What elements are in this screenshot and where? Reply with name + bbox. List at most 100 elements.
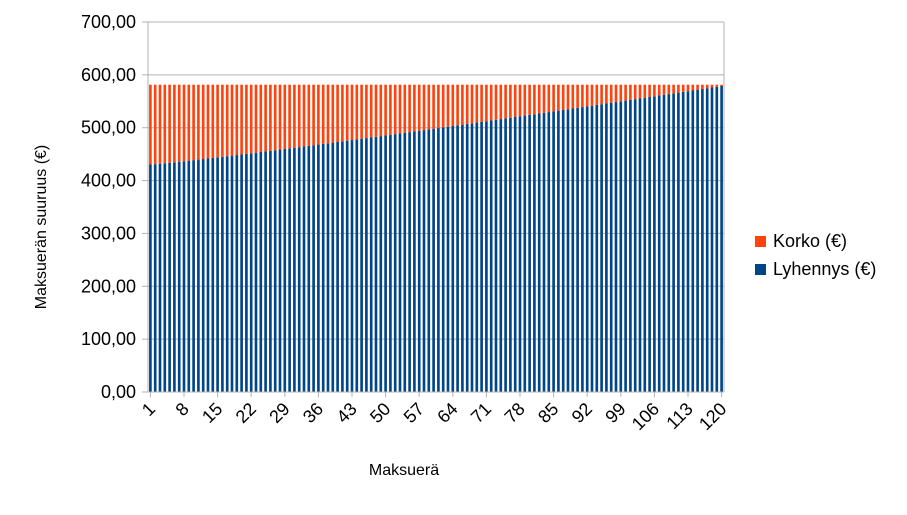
bar-korko xyxy=(480,84,483,122)
bar-korko xyxy=(398,84,402,134)
bar-korko xyxy=(648,84,651,98)
bar-korko xyxy=(513,84,517,117)
bar-lyhennys xyxy=(662,94,666,393)
bar-lyhennys xyxy=(163,163,167,392)
bar-korko xyxy=(475,84,479,123)
bar-lyhennys xyxy=(283,148,287,392)
x-tick-label: 92 xyxy=(568,399,596,427)
bar-korko xyxy=(437,84,440,129)
bar-lyhennys xyxy=(701,88,704,392)
bar-korko xyxy=(365,84,368,139)
bar-lyhennys xyxy=(552,111,555,392)
bar-lyhennys xyxy=(259,152,263,392)
bar-korko xyxy=(715,84,719,87)
y-axis-label: Maksuerän suuruus (€) xyxy=(33,145,50,310)
bar-lyhennys xyxy=(648,97,651,392)
x-tick-label: 8 xyxy=(172,399,193,420)
bar-korko xyxy=(657,84,661,96)
x-tick-label: 120 xyxy=(695,399,730,434)
bar-lyhennys xyxy=(230,155,234,392)
bar-korko xyxy=(710,84,714,88)
bar-lyhennys xyxy=(581,107,584,393)
bar-lyhennys xyxy=(489,120,493,393)
bar-lyhennys xyxy=(235,155,239,392)
bar-lyhennys xyxy=(446,126,450,392)
bar-lyhennys xyxy=(629,99,632,392)
bar-korko xyxy=(643,84,647,98)
bar-korko xyxy=(235,84,239,156)
bar-korko xyxy=(393,84,397,135)
bar-lyhennys xyxy=(192,160,195,392)
bar-korko xyxy=(705,84,709,89)
bar-lyhennys xyxy=(278,149,282,392)
bar-korko xyxy=(485,84,488,122)
bar-korko xyxy=(374,84,378,137)
bar-lyhennys xyxy=(413,131,416,392)
bar-lyhennys xyxy=(585,106,589,393)
bar-lyhennys xyxy=(341,141,344,392)
bar-korko xyxy=(456,84,459,126)
bar-lyhennys xyxy=(273,150,277,392)
x-tick-label: 36 xyxy=(299,399,327,427)
bar-lyhennys xyxy=(264,151,267,392)
bar-korko xyxy=(197,84,200,160)
x-axis-label: Maksuerä xyxy=(369,462,439,479)
bar-korko xyxy=(677,84,680,93)
bar-korko xyxy=(317,84,320,145)
bar-lyhennys xyxy=(384,135,387,392)
bar-korko xyxy=(240,84,243,155)
bar-lyhennys xyxy=(168,162,171,392)
bar-lyhennys xyxy=(705,88,709,392)
legend-swatch xyxy=(755,236,766,247)
bar-lyhennys xyxy=(345,140,349,392)
x-tick-label: 113 xyxy=(662,399,696,433)
bar-korko xyxy=(581,84,584,108)
x-tick-label: 1 xyxy=(138,399,159,420)
bar-lyhennys xyxy=(528,114,531,392)
bar-korko xyxy=(163,84,167,164)
bar-lyhennys xyxy=(614,102,618,392)
bar-lyhennys xyxy=(369,137,373,392)
bar-korko xyxy=(528,84,531,115)
legend-label: Korko (€) xyxy=(773,231,847,251)
bar-lyhennys xyxy=(600,104,603,392)
bar-korko xyxy=(326,84,330,144)
bar-lyhennys xyxy=(177,161,181,392)
bar-lyhennys xyxy=(225,156,229,392)
bar-lyhennys xyxy=(331,142,335,392)
bar-lyhennys xyxy=(451,126,455,392)
bar-lyhennys xyxy=(437,128,440,392)
y-tick-label: 0,00 xyxy=(101,382,136,402)
bar-korko xyxy=(177,84,181,162)
bar-korko xyxy=(494,84,498,120)
x-tick-label: 78 xyxy=(501,399,529,427)
bar-korko xyxy=(369,84,373,138)
bar-lyhennys xyxy=(153,164,157,392)
bar-korko xyxy=(225,84,229,157)
bar-korko xyxy=(600,84,603,105)
bar-korko xyxy=(701,84,704,89)
bar-korko xyxy=(211,84,215,158)
bar-korko xyxy=(672,84,675,94)
bar-korko xyxy=(384,84,387,136)
bar-lyhennys xyxy=(542,112,546,392)
bar-korko xyxy=(614,84,618,103)
bar-lyhennys xyxy=(595,104,599,393)
bar-lyhennys xyxy=(518,116,522,393)
bar-lyhennys xyxy=(609,102,613,392)
bar-korko xyxy=(269,84,272,151)
bar-korko xyxy=(499,84,503,120)
bar-korko xyxy=(192,84,195,161)
legend-label: Lyhennys (€) xyxy=(773,259,876,279)
bar-korko xyxy=(432,84,435,129)
bar-korko xyxy=(465,84,469,124)
bar-korko xyxy=(182,84,186,162)
bar-korko xyxy=(283,84,287,149)
bar-lyhennys xyxy=(686,91,690,392)
bar-lyhennys xyxy=(249,153,253,392)
bar-korko xyxy=(216,84,219,158)
bar-lyhennys xyxy=(509,117,512,392)
bar-lyhennys xyxy=(590,105,594,393)
